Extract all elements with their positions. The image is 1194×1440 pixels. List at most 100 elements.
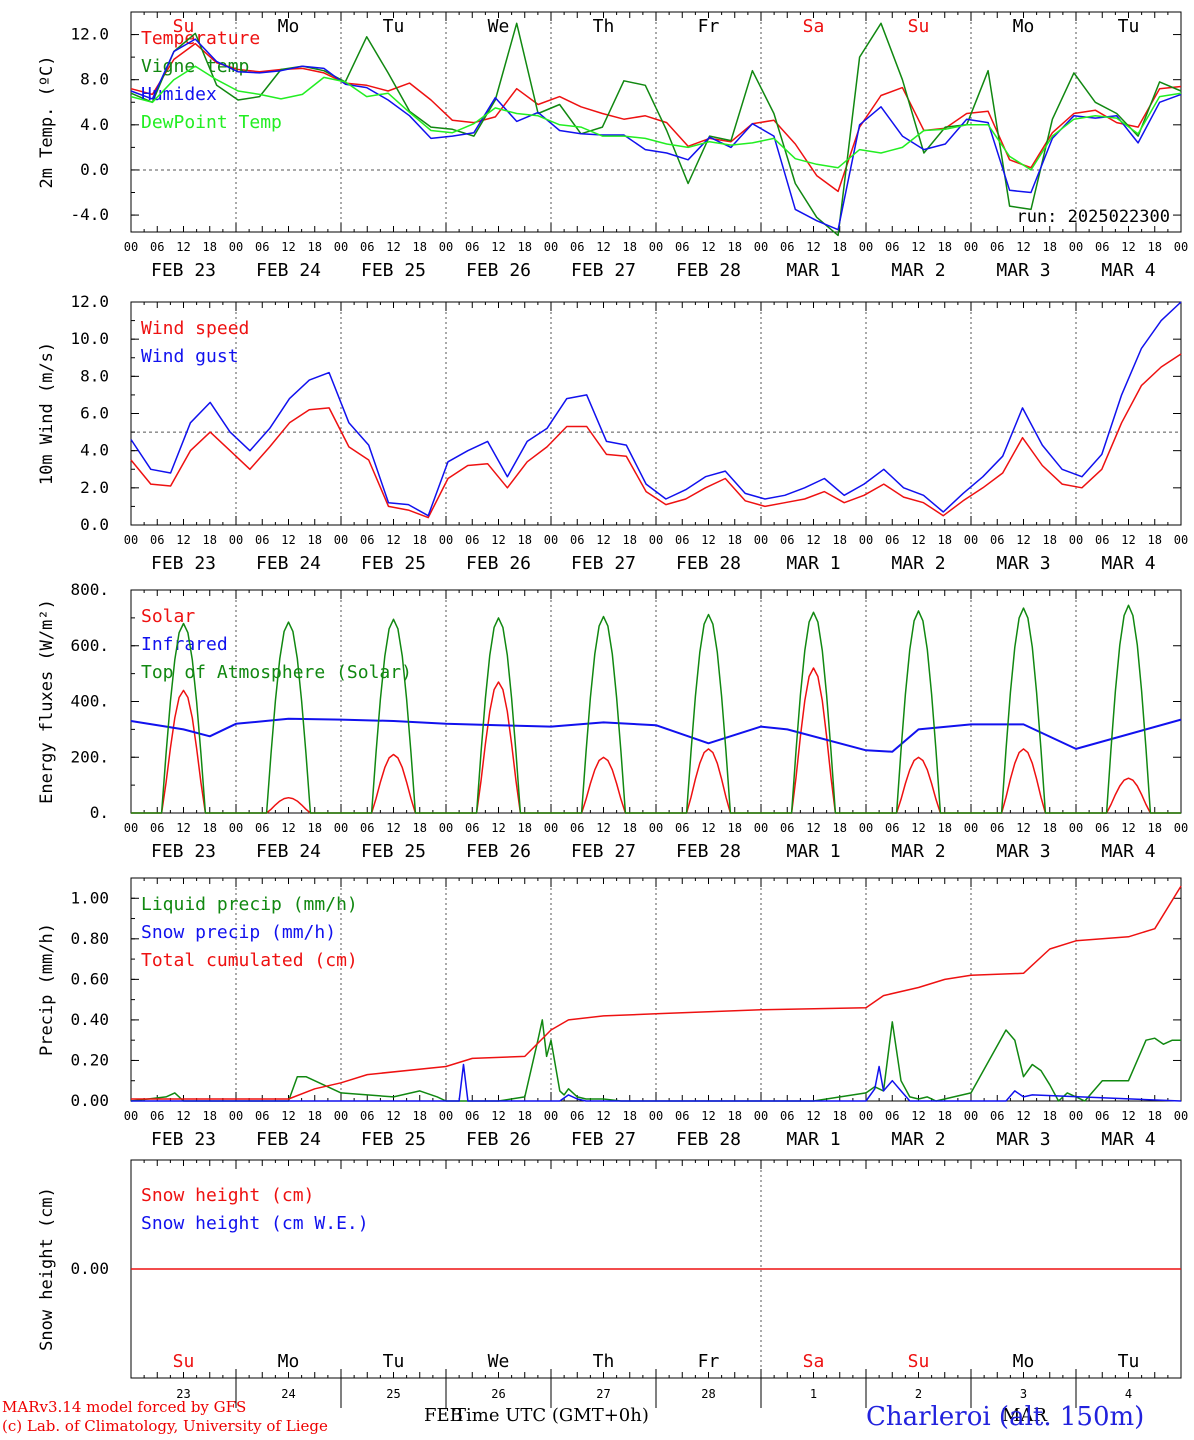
day-number-label: 1 [810, 1387, 817, 1401]
y-tick-label: 2.0 [80, 478, 109, 497]
hour-label: 12 [1121, 821, 1135, 835]
hour-label: 06 [570, 533, 584, 547]
hour-label: 06 [675, 1109, 689, 1123]
hour-label: 00 [1174, 821, 1188, 835]
hour-label: 12 [806, 240, 820, 254]
y-tick-label: 4.0 [80, 115, 109, 134]
y-tick-label: 800. [70, 580, 109, 599]
hour-label: 18 [1148, 533, 1162, 547]
hour-label: 18 [518, 821, 532, 835]
weekday-label-top: Tu [1118, 16, 1140, 37]
hour-label: 18 [203, 533, 217, 547]
legend-entry: DewPoint Temp [141, 112, 282, 133]
hour-label: 06 [255, 533, 269, 547]
weekday-label-bottom: Sa [803, 1351, 825, 1372]
y-tick-label: 0.80 [70, 929, 109, 948]
day-number-label: 28 [701, 1387, 715, 1401]
hour-label: 00 [544, 1109, 558, 1123]
panel-3: 0. 200. 400. 600. 800. Energy fluxes (W/m²) 00… [37, 580, 1188, 862]
hour-label: 18 [413, 533, 427, 547]
y-axis-label: Precip (mm/h) [37, 923, 57, 1056]
y-axis-label: 10m Wind (m/s) [37, 342, 57, 485]
date-label: MAR 1 [786, 1129, 840, 1150]
hour-label: 06 [990, 821, 1004, 835]
hour-label: 06 [885, 821, 899, 835]
hour-label: 18 [833, 1109, 847, 1123]
series-snow-precip-mm-h [131, 1063, 1182, 1102]
hour-label: 06 [570, 821, 584, 835]
y-tick-label: 8.0 [80, 70, 109, 89]
hour-label: 06 [885, 533, 899, 547]
date-label: FEB 23 [151, 841, 216, 862]
hour-label: 12 [1121, 533, 1135, 547]
legend-entry: Snow height (cm W.E.) [141, 1213, 369, 1234]
y-tick-label: 0.40 [70, 1010, 109, 1029]
hour-label: 12 [911, 1109, 925, 1123]
hour-label: 12 [1016, 240, 1030, 254]
date-label: MAR 3 [996, 1129, 1050, 1150]
hour-label: 12 [491, 240, 505, 254]
y-tick-label: 12.0 [70, 292, 109, 311]
hour-label: 00 [649, 533, 663, 547]
panel-1: -4.0 0.0 4.0 8.0 12.0 2m Temp. (ºC) 00 06 12 18 00… [37, 11, 1188, 281]
date-label: FEB 24 [256, 841, 321, 862]
y-tick-label: 0.20 [70, 1050, 109, 1069]
y-tick-label: 0.0 [80, 160, 109, 179]
hour-label: 06 [255, 240, 269, 254]
hour-label: 00 [649, 821, 663, 835]
hour-label: 00 [229, 821, 243, 835]
date-label: MAR 4 [1101, 841, 1155, 862]
day-number-label: 4 [1125, 1387, 1132, 1401]
hour-label: 12 [806, 821, 820, 835]
day-number-label: 2 [915, 1387, 922, 1401]
panel-5: 0.00 Snow height (cm) Snow height (cm) Snow… [37, 1159, 1182, 1379]
hour-label: 12 [911, 240, 925, 254]
hour-label: 00 [124, 821, 138, 835]
run-annotation: run: 2025022300 [1016, 207, 1170, 227]
hour-label: 00 [334, 1109, 348, 1123]
hour-label: 12 [1016, 821, 1030, 835]
hour-label: 12 [386, 240, 400, 254]
hour-label: 18 [1148, 240, 1162, 254]
y-tick-label: 0.00 [70, 1259, 109, 1278]
hour-label: 12 [386, 533, 400, 547]
y-tick-label: 0. [90, 803, 109, 822]
y-tick-label: 1.00 [70, 888, 109, 907]
hour-label: 12 [701, 533, 715, 547]
hour-label: 12 [176, 1109, 190, 1123]
hour-label: 06 [570, 1109, 584, 1123]
legend-entry: Wind gust [141, 346, 239, 367]
hour-label: 00 [1069, 240, 1083, 254]
hour-label: 18 [203, 240, 217, 254]
weekday-label-bottom: Th [593, 1351, 615, 1372]
hour-label: 12 [491, 1109, 505, 1123]
hour-label: 18 [623, 1109, 637, 1123]
hour-label: 00 [859, 240, 873, 254]
hour-label: 00 [859, 821, 873, 835]
hour-label: 00 [439, 533, 453, 547]
date-label: MAR 1 [786, 553, 840, 574]
y-axis-label: 2m Temp. (ºC) [37, 55, 57, 188]
hour-label: 00 [334, 533, 348, 547]
hour-label: 18 [1043, 533, 1057, 547]
hour-label: 00 [229, 240, 243, 254]
hour-label: 18 [518, 240, 532, 254]
legend-entry: Snow height (cm) [141, 1185, 314, 1206]
hour-label: 00 [859, 533, 873, 547]
hour-label: 18 [413, 821, 427, 835]
day-number-label: 27 [596, 1387, 610, 1401]
hour-label: 18 [728, 240, 742, 254]
weekday-label-bottom: We [488, 1351, 510, 1372]
weekday-label-top: Fr [698, 16, 720, 37]
date-label: FEB 25 [361, 841, 426, 862]
hour-label: 06 [255, 1109, 269, 1123]
legend-entry: Infrared [141, 634, 228, 655]
weekday-label-top: Sa [803, 16, 825, 37]
lab-credit: (c) Lab. of Climatology, University of L… [2, 1417, 328, 1435]
date-label: FEB 26 [466, 1129, 531, 1150]
hour-label: 18 [938, 533, 952, 547]
date-label: FEB 26 [466, 553, 531, 574]
hour-label: 06 [465, 533, 479, 547]
y-tick-label: 10.0 [70, 329, 109, 348]
